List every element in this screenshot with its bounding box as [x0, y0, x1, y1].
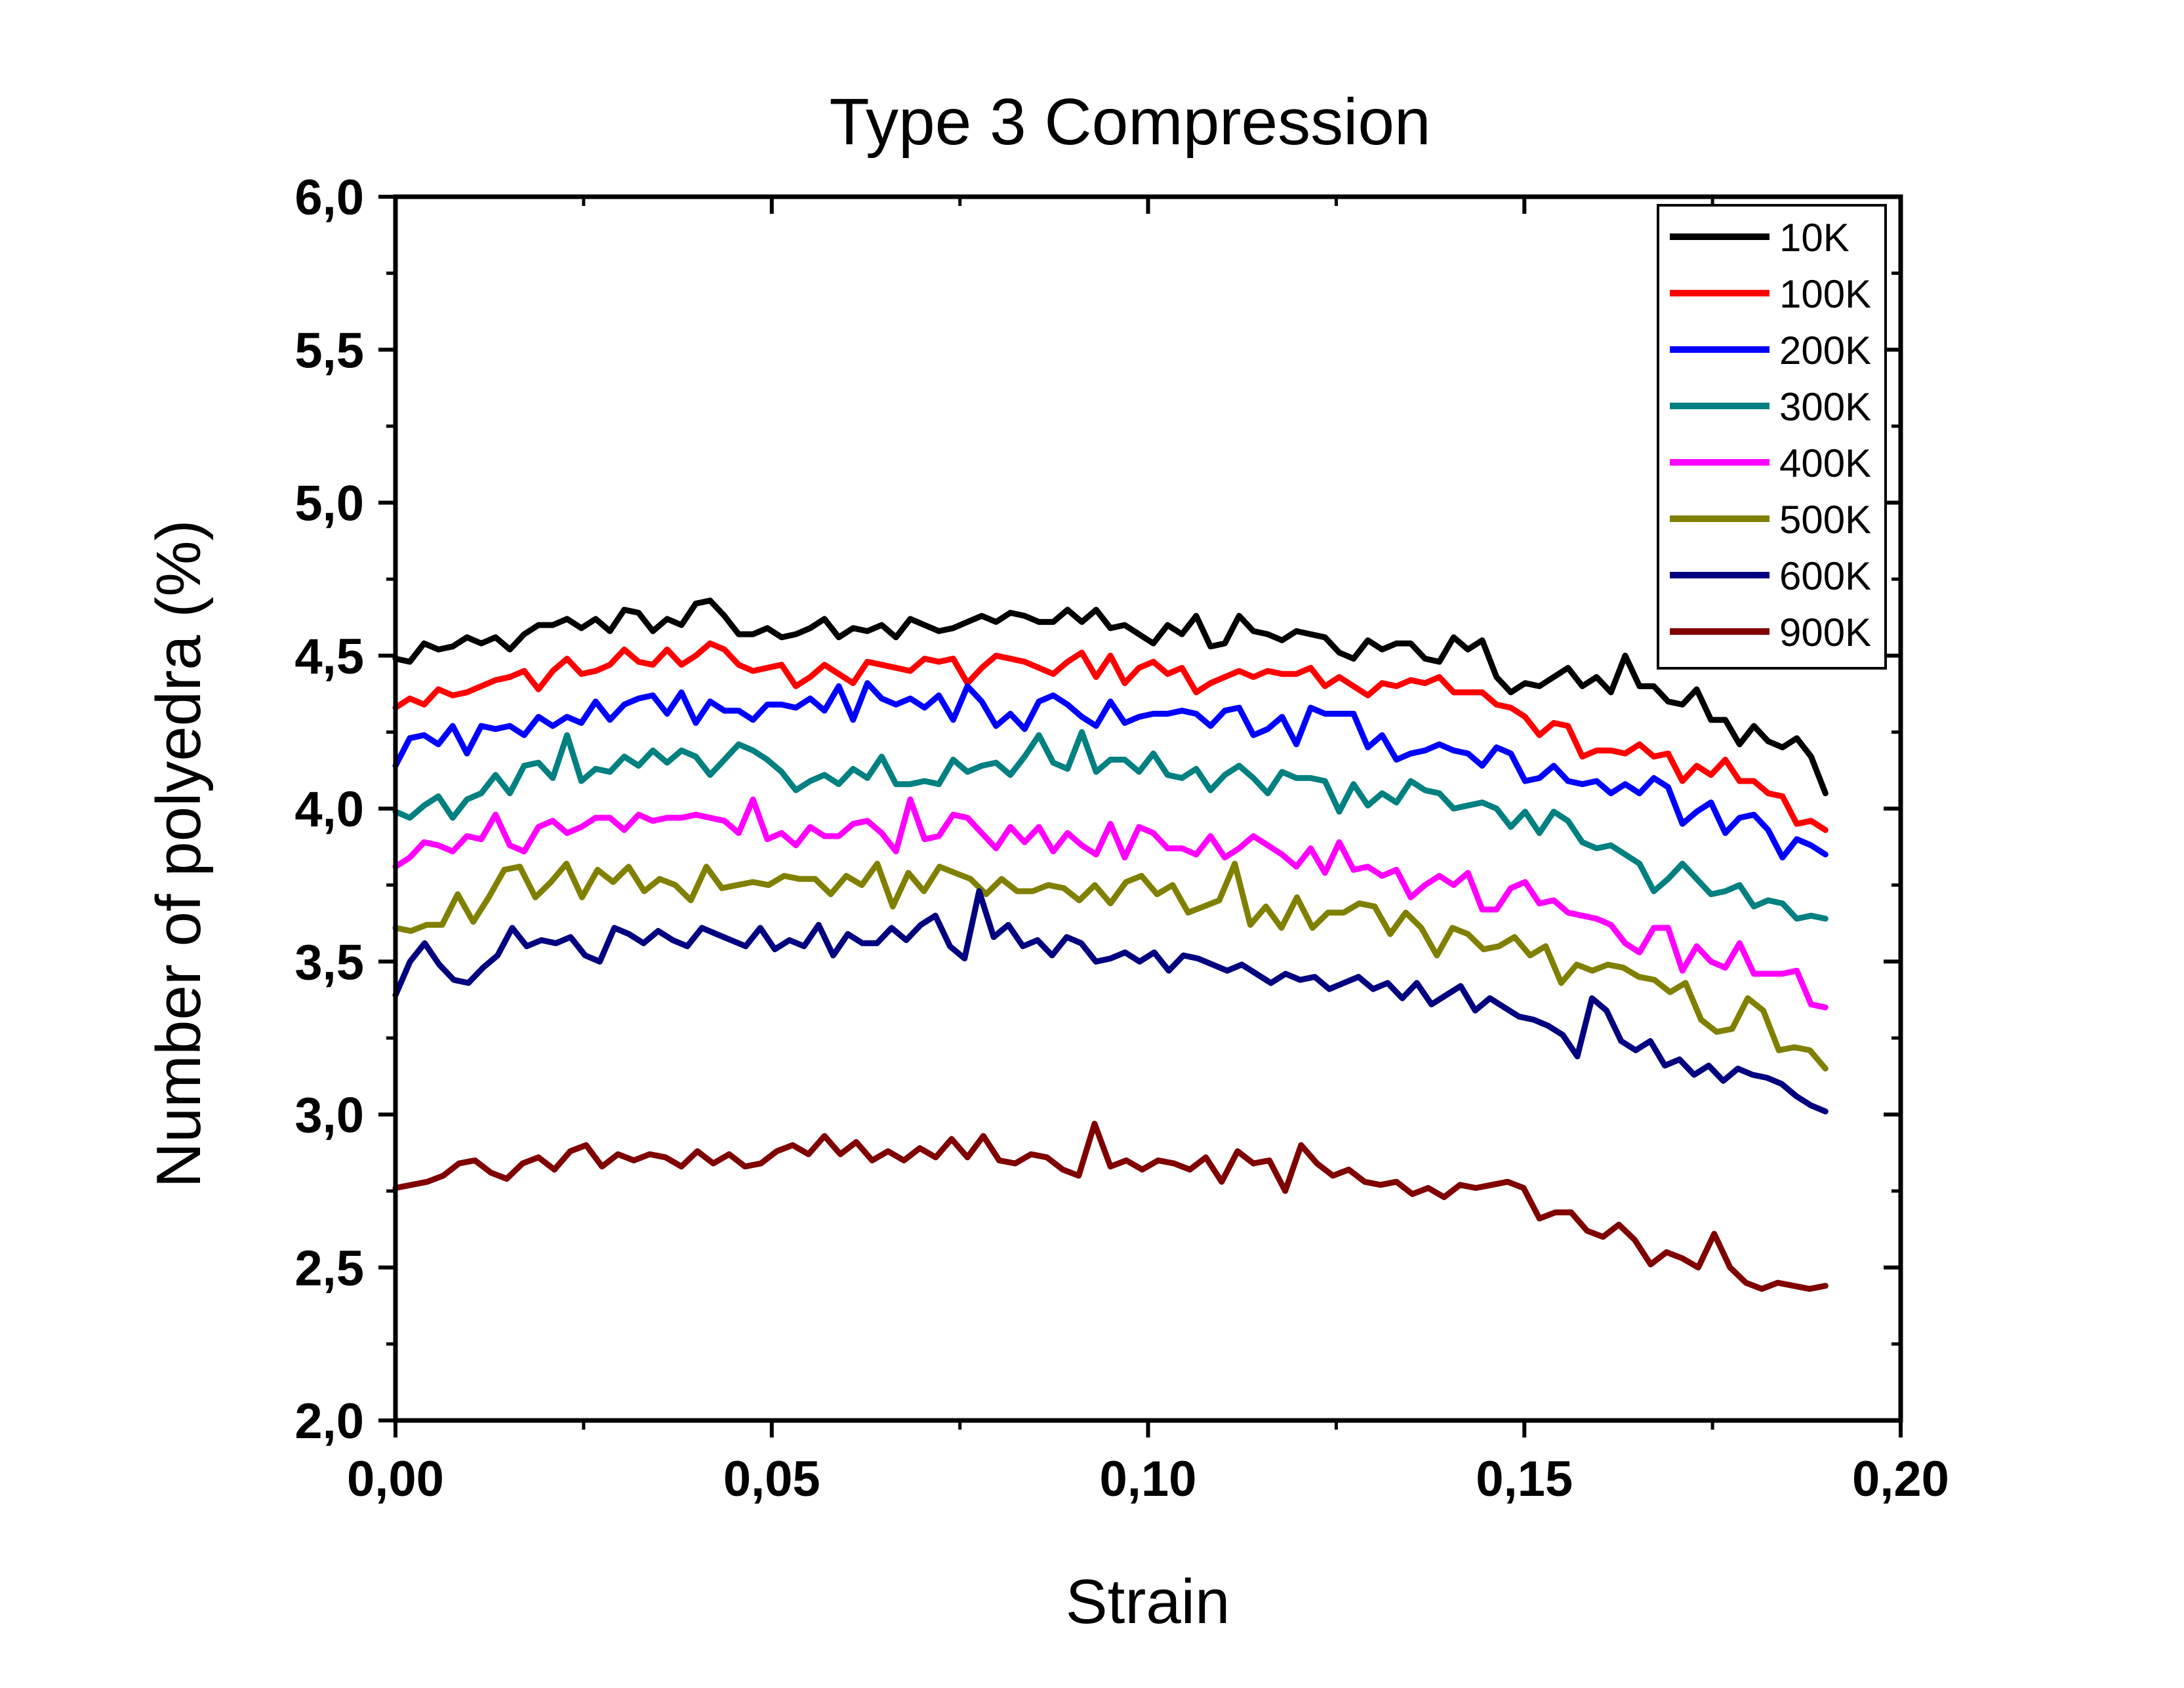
- legend-label-10K: 10K: [1779, 216, 1850, 260]
- x-axis: 0,00 0,05 0,10 0,15 0,20: [347, 197, 1949, 1507]
- series-line-300K: [392, 729, 1829, 922]
- y-tick-label: 6,0: [294, 170, 364, 226]
- series-line-200K: [392, 680, 1829, 861]
- legend-label-400K: 400K: [1779, 441, 1871, 485]
- y-tick-label: 5,5: [294, 323, 364, 378]
- legend-label-900K: 900K: [1779, 611, 1871, 654]
- series-line-400K: [392, 796, 1829, 1011]
- legend-box: [1657, 204, 1887, 670]
- x-tick-label: 0,00: [347, 1451, 444, 1507]
- series-line-500K: [392, 860, 1829, 1072]
- legend: 10K 100K 200K 300K 400K 500K 600K 900K: [1657, 204, 1887, 670]
- legend-label-500K: 500K: [1779, 498, 1871, 542]
- y-tick-label: 3,0: [294, 1088, 364, 1144]
- y-tick-label: 2,5: [294, 1241, 364, 1296]
- y-axis-label: Number of polyedra (%): [144, 519, 214, 1188]
- y-tick-label: 2,0: [294, 1394, 364, 1449]
- series-line-100K: [392, 640, 1829, 834]
- x-axis-label: Strain: [1066, 1567, 1230, 1637]
- chart-title: Type 3 Compression: [829, 85, 1430, 159]
- y-tick-label: 5,0: [294, 476, 364, 532]
- x-tick-label: 0,15: [1476, 1451, 1573, 1507]
- y-tick-label: 3,5: [294, 934, 364, 990]
- legend-label-200K: 200K: [1779, 329, 1871, 372]
- x-tick-label: 0,20: [1852, 1451, 1949, 1507]
- legend-label-300K: 300K: [1779, 385, 1871, 429]
- x-tick-label: 0,05: [723, 1451, 820, 1507]
- x-tick-label: 0,10: [1100, 1451, 1197, 1507]
- series-line-900K: [392, 1121, 1829, 1292]
- legend-label-100K: 100K: [1779, 272, 1871, 316]
- series-line-600K: [392, 888, 1829, 1115]
- plot-area: [392, 597, 1829, 1292]
- y-tick-label: 4,5: [294, 629, 364, 685]
- legend-label-600K: 600K: [1779, 554, 1871, 598]
- y-tick-label: 4,0: [294, 782, 364, 837]
- series-line-10K: [392, 597, 1829, 797]
